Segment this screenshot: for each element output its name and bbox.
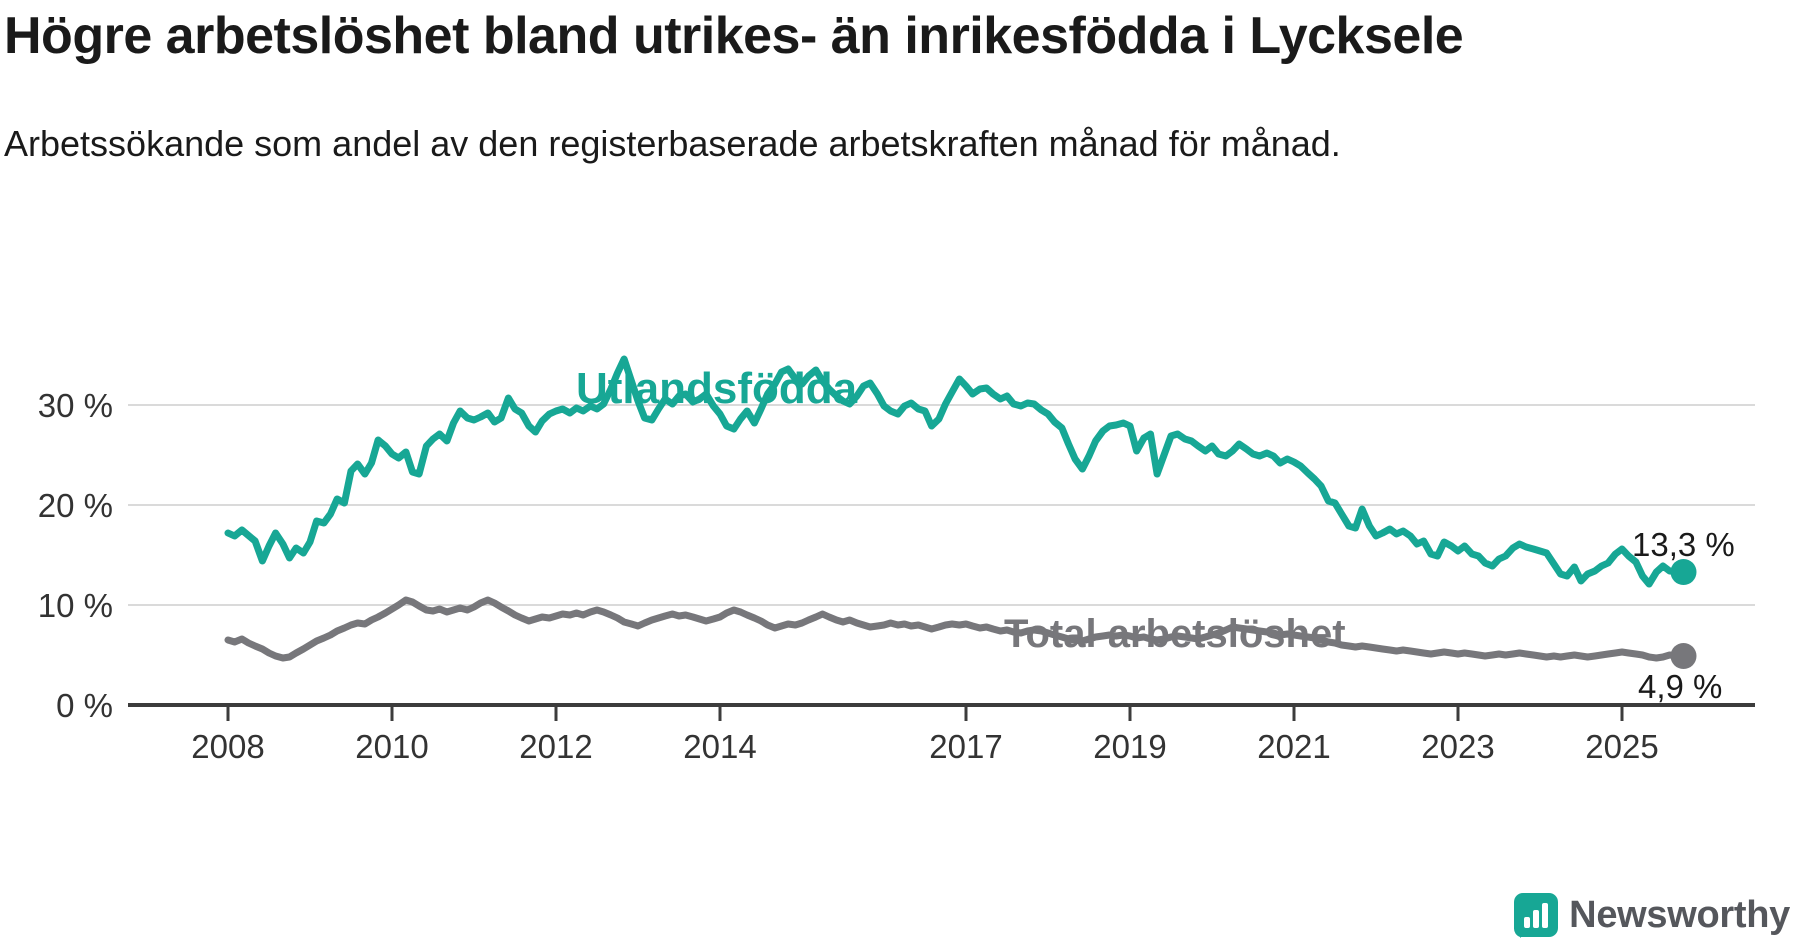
brand-name: Newsworthy	[1569, 893, 1790, 936]
end-value-label-utlandsfodda: 13,3 %	[1632, 526, 1735, 563]
x-tick-label-2019: 2019	[1093, 728, 1166, 765]
series-end-dot-0	[1670, 559, 1697, 585]
x-tick-label-2014: 2014	[683, 728, 756, 765]
page-title: Högre arbetslöshet bland utrikes- än inr…	[4, 7, 1464, 65]
series-line-1	[224, 596, 1687, 662]
x-tick-label-2025: 2025	[1585, 728, 1658, 765]
x-tick-label-2008: 2008	[191, 728, 264, 765]
end-value-label-total: 4,9 %	[1638, 668, 1723, 705]
series-line-0	[224, 355, 1687, 588]
series-end-dot-1	[1670, 643, 1697, 669]
y-tick-label-30: 30 %	[38, 387, 113, 424]
y-tick-label-20: 20 %	[38, 487, 113, 524]
series-label-total-arbetsloshet: Total arbetslöshet	[1004, 612, 1346, 656]
x-tick-label-2012: 2012	[519, 728, 592, 765]
y-tick-label-0: 0 %	[56, 687, 113, 724]
y-tick-label-10: 10 %	[38, 587, 113, 624]
x-tick-label-2010: 2010	[355, 728, 428, 765]
x-tick-label-2023: 2023	[1421, 728, 1494, 765]
series-label-utlandsfodda: Utlandsfödda	[576, 364, 858, 413]
newsworthy-chart-bubble-icon	[1514, 893, 1559, 938]
newsworthy-logo: Newsworthy	[1513, 892, 1790, 938]
x-tick-label-2021: 2021	[1257, 728, 1330, 765]
page-subtitle: Arbetssökande som andel av den registerb…	[4, 123, 1341, 164]
x-tick-label-2017: 2017	[929, 728, 1002, 765]
